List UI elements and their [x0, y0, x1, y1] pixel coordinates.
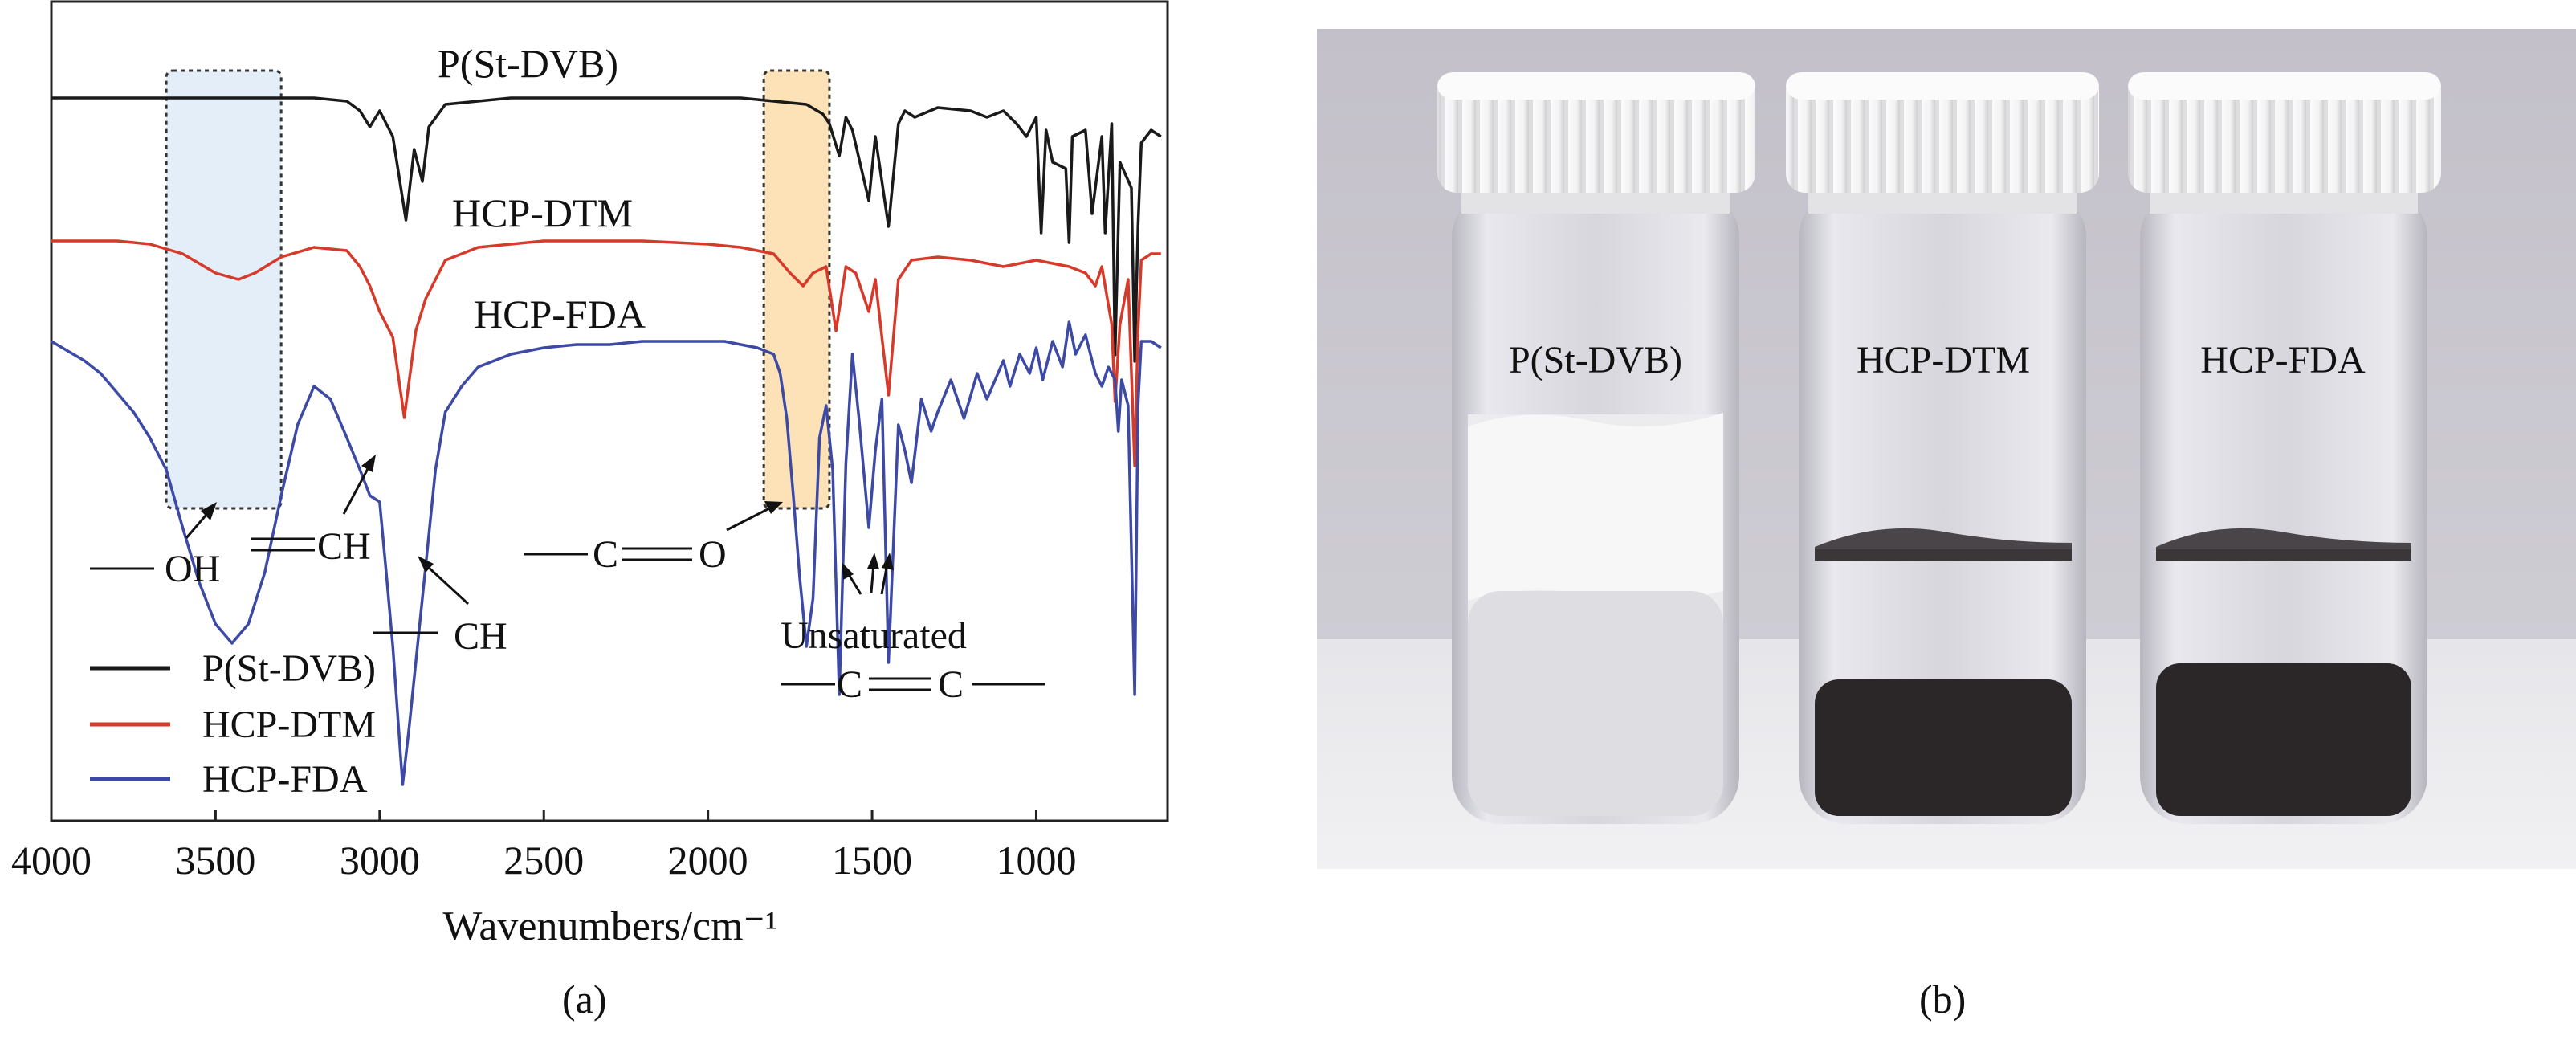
- legend-label-hcp-dtm: HCP-DTM: [202, 704, 376, 746]
- vial-hcp-dtm: [1786, 72, 2099, 824]
- annotation-cc-c2: C: [938, 663, 964, 706]
- curve-label-hcp-fda: HCP-FDA: [474, 292, 646, 336]
- ftir-chart: 4000 3500 3000 2500 2000 1500 1000 P(St-DVB) H…: [11, 0, 1169, 949]
- curve-label-pst-dvb: P(St-DVB): [438, 41, 618, 86]
- vial-hcp-fda: [2128, 72, 2441, 824]
- panel-label-b: (b): [1919, 977, 1967, 1022]
- vial-hcp-fda-cap: [2128, 72, 2441, 193]
- vial-label-pst-dvb: P(St-DVB): [1509, 339, 1682, 381]
- annotation-carbonyl-o: O: [699, 533, 727, 576]
- x-tick-label-3000: 3000: [340, 838, 420, 883]
- annotation-ch-single: CH: [373, 556, 507, 658]
- annotation-cc-c1: C: [837, 663, 862, 706]
- annotation-ch-single-label: CH: [454, 615, 507, 658]
- vial-pst-dvb-cap: [1437, 72, 1755, 193]
- legend-label-pst-dvb: P(St-DVB): [202, 647, 376, 690]
- annotation-unsaturated: Unsaturated C C: [781, 553, 1045, 706]
- x-tick-label-2000: 2000: [668, 838, 748, 883]
- vial-label-hcp-fda: HCP-FDA: [2200, 339, 2366, 381]
- x-tick-label-2500: 2500: [503, 838, 584, 883]
- vial-pst-dvb: [1437, 72, 1755, 824]
- plot-frame: [50, 0, 1169, 822]
- x-tick-label-4000: 4000: [11, 838, 92, 883]
- legend: P(St-DVB) HCP-DTM HCP-FDA: [90, 647, 376, 801]
- annotation-oh: OH: [90, 502, 220, 590]
- panel-label-a: (a): [562, 977, 607, 1022]
- x-axis-ticks: 4000 3500 3000 2500 2000 1500 1000: [11, 810, 1076, 883]
- x-tick-label-1500: 1500: [832, 838, 912, 883]
- annotation-carbonyl-c: C: [593, 533, 618, 576]
- annotation-unsaturated-label: Unsaturated: [781, 614, 967, 657]
- series-layer: [51, 96, 1162, 786]
- annotation-carbonyl: C O: [524, 501, 783, 576]
- x-tick-label-1000: 1000: [996, 838, 1076, 883]
- curve-label-hcp-dtm: HCP-DTM: [452, 190, 633, 235]
- annotation-oh-label: OH: [165, 548, 220, 590]
- highlight-bands: [165, 69, 831, 510]
- x-axis-label: Wavenumbers/cm⁻¹: [442, 903, 777, 949]
- annotation-ch-double: CH: [251, 455, 376, 568]
- vial-label-hcp-dtm: HCP-DTM: [1857, 339, 2030, 381]
- vial-hcp-dtm-cap: [1786, 72, 2099, 193]
- highlight-band-0: [165, 69, 283, 510]
- annotation-ch-double-label: CH: [317, 525, 371, 568]
- vials-photo: P(St-DVB) HCP-DTM HCP-FDA: [1317, 29, 2576, 869]
- legend-label-hcp-fda: HCP-FDA: [202, 758, 368, 801]
- series-line-hcp-fda: [51, 320, 1162, 786]
- series-line-p-st-dvb: [51, 96, 1162, 363]
- series-line-hcp-dtm: [51, 239, 1161, 467]
- x-tick-label-3500: 3500: [175, 838, 255, 883]
